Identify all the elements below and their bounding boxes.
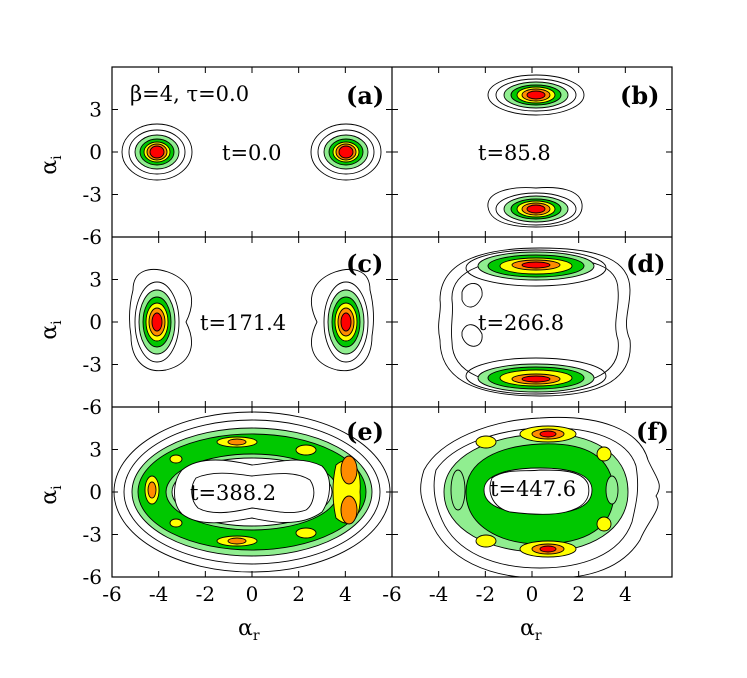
contour-blob-c-right <box>310 269 374 372</box>
y-tick-label: -3 <box>83 353 102 377</box>
contour-ring-e <box>113 411 391 573</box>
panel-label-f: (f) <box>636 417 669 446</box>
y-tick-label: 0 <box>89 480 102 504</box>
y-tick-label: -6 <box>83 395 102 419</box>
panel-label-d: (d) <box>626 249 666 278</box>
x-tick-label: -4 <box>149 582 168 606</box>
contour-blob-a-left <box>121 123 193 181</box>
svg-text:αi: αi <box>37 320 65 340</box>
x-tick-label: 0 <box>526 582 539 606</box>
x-tick-label: 0 <box>246 582 259 606</box>
y-tick-label: 3 <box>89 268 102 292</box>
time-label-a: t=0.0 <box>222 141 281 165</box>
ylabel-top: αi <box>37 155 65 175</box>
y-tick-label: 0 <box>89 310 102 334</box>
x-tick-label: 4 <box>339 582 352 606</box>
time-label-d: t=266.8 <box>478 311 564 335</box>
ylabel-bottom-subscript: i <box>49 485 65 490</box>
panel-b <box>487 74 585 228</box>
panel-label-c: (c) <box>346 249 383 278</box>
contour-blob-d-top <box>465 249 607 287</box>
svg-text:αr: αr <box>238 616 260 644</box>
x-tick-label: -4 <box>429 582 448 606</box>
xlabel-left-subscript: r <box>253 628 260 644</box>
panel-c <box>129 269 374 372</box>
xlabel-right: αr <box>520 616 542 644</box>
panel-f <box>420 416 660 577</box>
y-tick-label: 0 <box>89 140 102 164</box>
xlabel-left: αr <box>238 616 260 644</box>
ylabel-bottom: αi <box>37 485 65 505</box>
time-label-b: t=85.8 <box>478 141 551 165</box>
ylabel-middle-subscript: i <box>49 320 65 325</box>
parameters-label: β=4, τ=0.0 <box>130 82 249 106</box>
svg-text:αi: αi <box>37 155 65 175</box>
x-tick-label: -2 <box>476 582 495 606</box>
y-tick-label: -3 <box>83 183 102 207</box>
contour-blob-b-top <box>487 74 585 116</box>
svg-text:αi: αi <box>37 485 65 505</box>
x-tick-label: -2 <box>196 582 215 606</box>
ylabel-middle: αi <box>37 320 65 340</box>
y-tick-label: 3 <box>89 98 102 122</box>
time-label-c: t=171.4 <box>200 311 286 335</box>
panel-e <box>113 411 391 573</box>
axis-ticks: -6 -3 0 3 -6 -3 0 3 -6 -4 -2 0 2 4 -6 -3 0 3 -6 -4 -2 0 2 4 <box>83 67 672 606</box>
x-tick-label: 4 <box>619 582 632 606</box>
time-label-f: t=447.6 <box>490 477 576 501</box>
contour-blob-c-left <box>129 269 193 372</box>
x-tick-label: 2 <box>572 582 585 606</box>
y-tick-label: -6 <box>83 225 102 249</box>
xlabel-right-subscript: r <box>535 628 542 644</box>
panel-label-e: (e) <box>346 417 384 446</box>
x-tick-label: 2 <box>292 582 305 606</box>
y-tick-label: 3 <box>89 438 102 462</box>
y-tick-label: -6 <box>83 565 102 589</box>
x-tick-label: -6 <box>382 582 401 606</box>
ylabel-top-subscript: i <box>49 155 65 160</box>
panel-label-b: (b) <box>620 81 660 110</box>
svg-text:αr: αr <box>520 616 542 644</box>
panel-a <box>121 123 382 181</box>
contour-blob-a-right <box>310 123 382 181</box>
x-tick-label: -6 <box>102 582 121 606</box>
contour-blob-b-bottom <box>487 187 583 228</box>
y-tick-label: -3 <box>83 523 102 547</box>
panel-label-a: (a) <box>346 81 384 110</box>
panel-d <box>438 247 631 397</box>
contour-blob-d-bottom <box>465 357 607 395</box>
time-label-e: t=388.2 <box>190 481 276 505</box>
contour-ring-f <box>420 416 660 577</box>
